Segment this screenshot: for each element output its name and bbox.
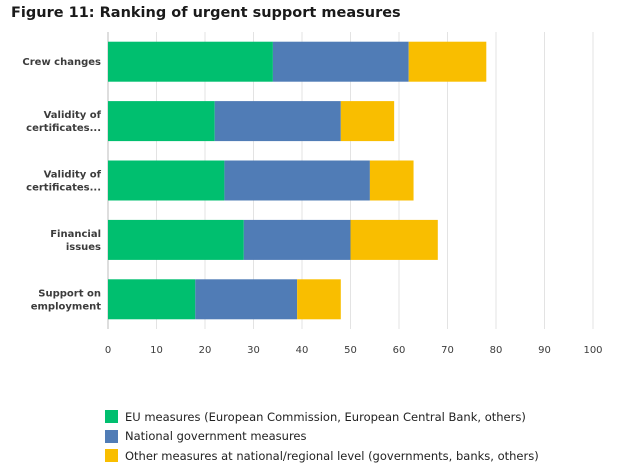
bar-group — [108, 160, 414, 201]
x-tick-label: 0 — [105, 345, 111, 356]
x-tick-label: 50 — [344, 345, 357, 356]
bar-segment-national — [195, 279, 298, 320]
category-label: employment — [31, 301, 101, 312]
bar-group — [108, 41, 487, 82]
legend-label: Other measures at national/regional leve… — [125, 448, 539, 463]
category-label: Crew changes — [22, 57, 101, 68]
legend-item: EU measures (European Commission, Europe… — [105, 407, 539, 427]
x-tick-label: 40 — [296, 345, 309, 356]
bar-segment-other — [350, 219, 438, 260]
bar-group — [108, 101, 395, 142]
bar-groups — [108, 41, 487, 320]
x-tick-label: 10 — [150, 345, 163, 356]
x-tick-label: 100 — [583, 345, 602, 356]
category-label: certificates... — [26, 123, 101, 134]
bar-segment-eu — [108, 219, 244, 260]
bar-segment-other — [340, 101, 395, 142]
legend-swatch — [105, 410, 118, 424]
x-tick-label: 60 — [393, 345, 406, 356]
category-label: Validity of — [44, 110, 102, 121]
category-labels: Crew changes Validity of certificates... Va… — [22, 57, 101, 312]
bar-segment-other — [369, 160, 414, 201]
category-label: Support on — [38, 288, 101, 299]
bar-segment-eu — [108, 279, 196, 320]
x-tick-label: 90 — [538, 345, 551, 356]
bar-segment-national — [214, 101, 341, 142]
bar-segment-national — [243, 219, 351, 260]
bar-segment-other — [408, 41, 487, 82]
x-tick-labels: 0 10 20 30 40 50 60 70 80 90 100 — [105, 345, 603, 356]
bar-segment-eu — [108, 160, 225, 201]
legend-swatch — [105, 449, 118, 463]
x-tick-label: 20 — [199, 345, 212, 356]
category-label: Financial — [50, 229, 101, 240]
category-label: issues — [66, 242, 101, 253]
legend-swatch — [105, 429, 118, 443]
bar-group — [108, 279, 341, 320]
category-label: Validity of — [44, 170, 102, 181]
bar-segment-eu — [108, 41, 273, 82]
legend-item: Other measures at national/regional leve… — [105, 446, 539, 466]
category-label: certificates... — [26, 183, 101, 194]
chart-title: Figure 11: Ranking of urgent support mea… — [11, 5, 401, 21]
bar-group — [108, 219, 438, 260]
legend-label: EU measures (European Commission, Europe… — [125, 409, 526, 424]
x-tick-label: 80 — [490, 345, 503, 356]
x-tick-label: 70 — [441, 345, 454, 356]
bar-segment-national — [272, 41, 409, 82]
stacked-bar-chart: Crew changes Validity of certificates... Va… — [22, 32, 603, 356]
bar-segment-other — [297, 279, 341, 320]
legend-label: National government measures — [125, 429, 307, 444]
x-tick-label: 30 — [247, 345, 260, 356]
bar-segment-national — [224, 160, 370, 201]
legend-item: National government measures — [105, 427, 539, 447]
bar-segment-eu — [108, 101, 215, 142]
legend: EU measures (European Commission, Europe… — [105, 407, 539, 466]
